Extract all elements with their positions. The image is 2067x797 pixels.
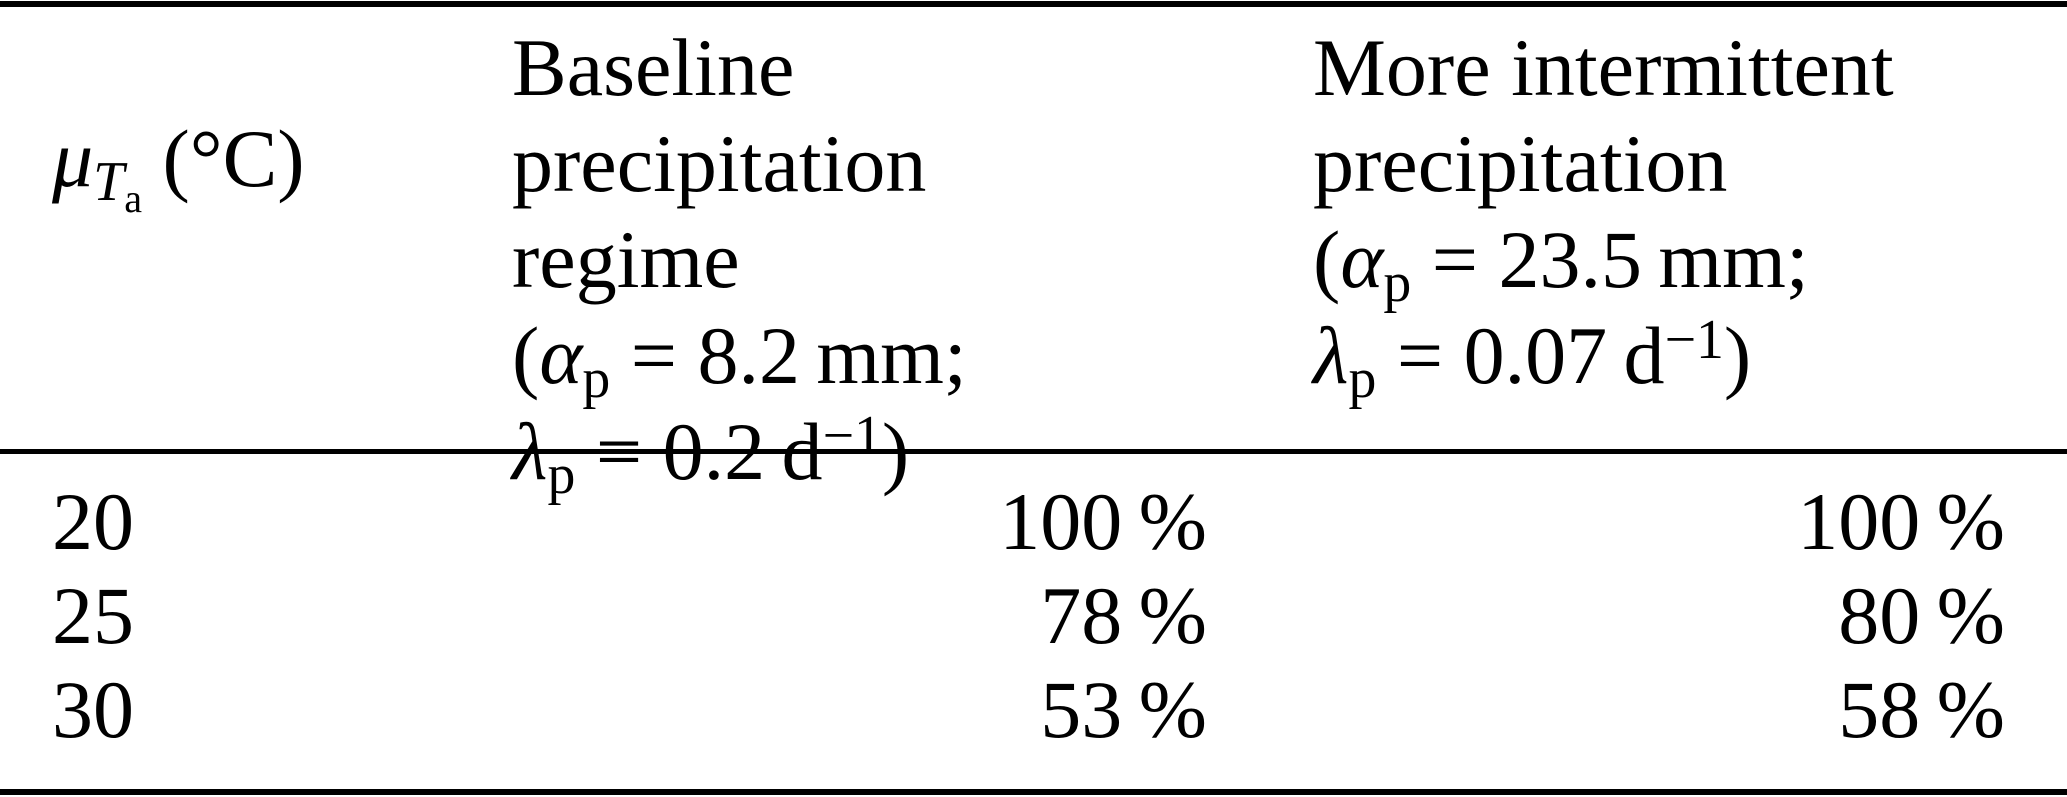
cell-temperature: 25 <box>52 570 134 661</box>
paren-open: ( <box>512 310 540 401</box>
paren-open: ( <box>1313 214 1341 305</box>
header-title-line2: regime <box>512 214 740 305</box>
cell-baseline-percent: 100 % <box>999 476 1207 567</box>
alpha-parameter-line: (αp = 8.2 mm; <box>512 308 1207 407</box>
mu-subscript: Ta <box>93 150 142 218</box>
alpha-parameter-line: (αp = 23.5 mm; <box>1313 212 2005 311</box>
table-header-rule <box>0 449 2067 454</box>
alpha-value: = 8.2 mm; <box>610 310 967 401</box>
alpha-value: = 23.5 mm; <box>1411 214 1809 305</box>
alpha-subscript-p: p <box>582 347 611 410</box>
cell-baseline-percent: 78 % <box>1040 570 1207 661</box>
cell-intermittent-percent: 100 % <box>1797 476 2005 567</box>
table-row: 20 100 % 100 % <box>0 474 2067 570</box>
lambda-subscript-p: p <box>547 443 576 506</box>
table-top-rule <box>0 1 2067 7</box>
lambda-subscript-p: p <box>1348 347 1377 410</box>
exponent-minus-one: −1 <box>1664 308 1724 371</box>
lambda-symbol: λ <box>1313 310 1349 401</box>
exponent-minus-one: −1 <box>822 404 882 467</box>
cell-temperature: 30 <box>52 664 134 755</box>
cell-intermittent-percent: 58 % <box>1838 664 2005 755</box>
table-row: 30 53 % 58 % <box>0 662 2067 758</box>
cell-temperature: 20 <box>52 476 134 567</box>
cell-intermittent-percent: 80 % <box>1838 570 2005 661</box>
header-title-line2: precipitation <box>1313 118 1728 209</box>
table-row: 25 78 % 80 % <box>0 568 2067 664</box>
lambda-value: = 0.07 d <box>1376 310 1665 401</box>
mu-symbol: μ <box>52 113 94 204</box>
header-title-line1: Baseline precipitation <box>512 22 927 209</box>
temp-sub-a: a <box>124 175 142 221</box>
header-title-line1: More intermittent <box>1313 22 1894 113</box>
lambda-parameter-line: λp = 0.07 d−1) <box>1313 308 2005 407</box>
col-header-baseline-regime: Baseline precipitation regime (αp = 8.2 … <box>512 20 1207 503</box>
table-bottom-rule <box>0 789 2067 795</box>
alpha-symbol: α <box>539 310 583 401</box>
col-header-mean-air-temp: μTa (°C) <box>52 111 305 219</box>
temp-unit: (°C) <box>142 113 305 204</box>
alpha-symbol: α <box>1340 214 1384 305</box>
temp-variable-T: T <box>93 150 125 213</box>
col-header-intermittent-regime: More intermittent precipitation (αp = 23… <box>1313 20 2005 407</box>
cell-baseline-percent: 53 % <box>1040 664 1207 755</box>
alpha-subscript-p: p <box>1383 251 1412 314</box>
paren-close: ) <box>1723 310 1752 401</box>
